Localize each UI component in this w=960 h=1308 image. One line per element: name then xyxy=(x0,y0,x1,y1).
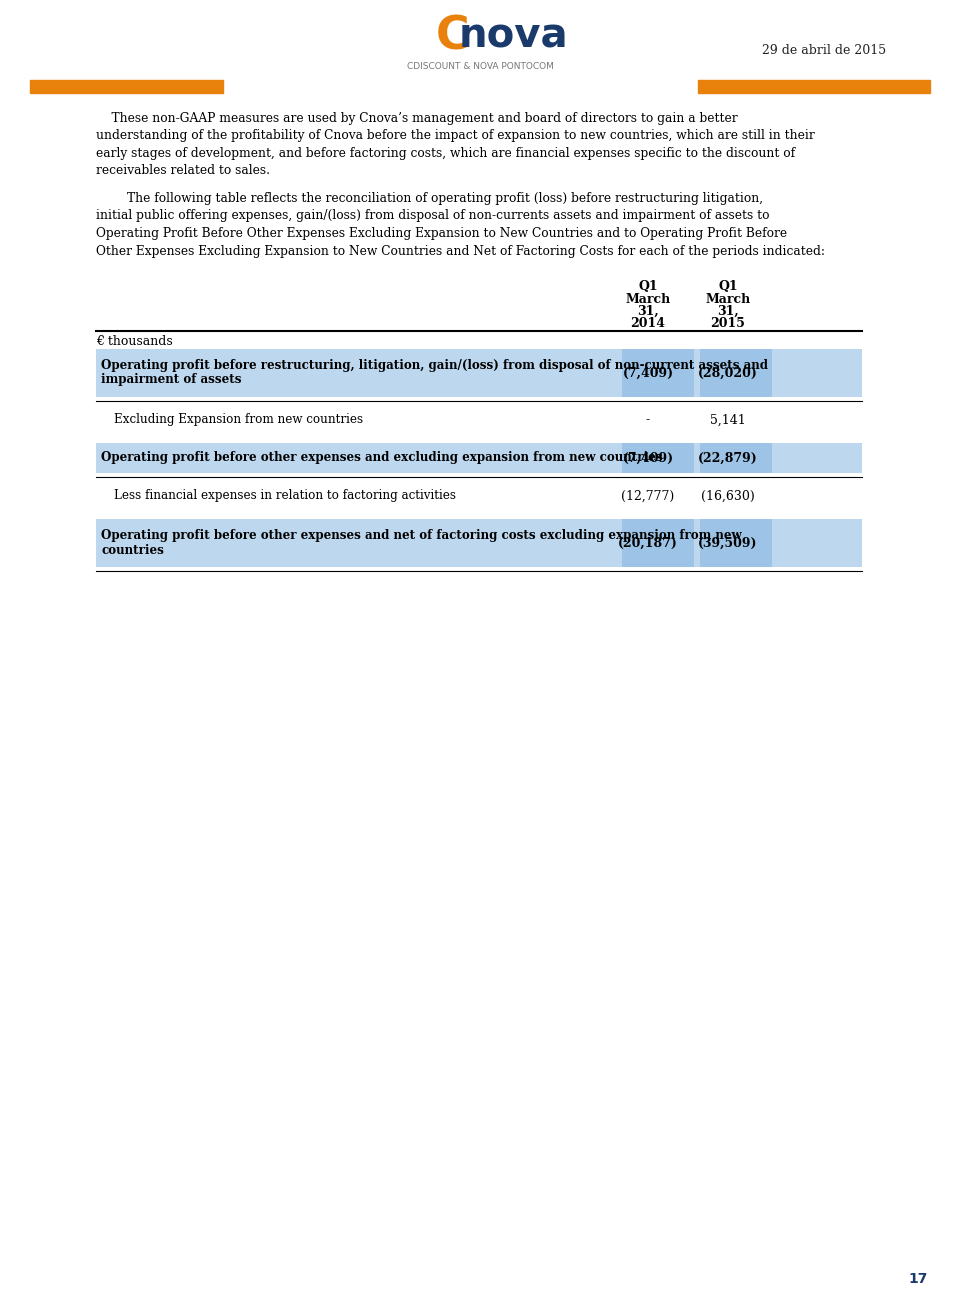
Text: impairment of assets: impairment of assets xyxy=(101,374,242,386)
Text: 29 de abril de 2015: 29 de abril de 2015 xyxy=(762,43,886,56)
Text: (7,409): (7,409) xyxy=(622,366,674,379)
Bar xyxy=(30,80,223,93)
Text: Operating profit before other expenses and net of factoring costs excluding expa: Operating profit before other expenses a… xyxy=(101,530,742,543)
Text: understanding of the profitability of Cnova before the impact of expansion to ne: understanding of the profitability of Cn… xyxy=(96,129,815,143)
Text: early stages of development, and before factoring costs, which are financial exp: early stages of development, and before … xyxy=(96,146,795,160)
Bar xyxy=(698,80,930,93)
Bar xyxy=(96,443,862,473)
Text: (7,409): (7,409) xyxy=(622,451,674,464)
Text: € thousands: € thousands xyxy=(96,335,173,348)
Bar xyxy=(700,519,772,566)
Text: Q1: Q1 xyxy=(638,280,658,293)
Text: C: C xyxy=(436,14,469,59)
Text: Excluding Expansion from new countries: Excluding Expansion from new countries xyxy=(114,413,363,426)
Text: Q1: Q1 xyxy=(718,280,738,293)
Text: 17: 17 xyxy=(908,1271,928,1286)
Text: 5,141: 5,141 xyxy=(710,413,746,426)
Text: 31,: 31, xyxy=(717,305,739,318)
Text: countries: countries xyxy=(101,544,164,556)
Text: (22,879): (22,879) xyxy=(698,451,757,464)
Text: The following table reflects the reconciliation of operating profit (loss) befor: The following table reflects the reconci… xyxy=(96,192,763,205)
Bar xyxy=(622,519,694,566)
Bar xyxy=(622,443,694,473)
Bar xyxy=(700,349,772,398)
Text: nova: nova xyxy=(459,17,568,58)
Text: Operating profit before restructuring, litigation, gain/(loss) from disposal of : Operating profit before restructuring, l… xyxy=(101,360,768,373)
Text: Less financial expenses in relation to factoring activities: Less financial expenses in relation to f… xyxy=(114,489,456,502)
Bar xyxy=(622,349,694,398)
Text: These non-GAAP measures are used by Cnova’s management and board of directors to: These non-GAAP measures are used by Cnov… xyxy=(96,112,737,126)
Bar xyxy=(96,349,862,398)
Text: Other Expenses Excluding Expansion to New Countries and Net of Factoring Costs f: Other Expenses Excluding Expansion to Ne… xyxy=(96,245,825,258)
Text: (39,509): (39,509) xyxy=(698,536,757,549)
Text: 2015: 2015 xyxy=(710,317,745,330)
Bar xyxy=(96,519,862,566)
Text: March: March xyxy=(706,293,751,306)
Text: (28,020): (28,020) xyxy=(698,366,758,379)
Text: 31,: 31, xyxy=(637,305,659,318)
Text: CDISCOUNT & NOVA PONTOCOM: CDISCOUNT & NOVA PONTOCOM xyxy=(407,61,553,71)
Text: receivables related to sales.: receivables related to sales. xyxy=(96,165,270,178)
Text: March: March xyxy=(625,293,671,306)
Text: initial public offering expenses, gain/(loss) from disposal of non-currents asse: initial public offering expenses, gain/(… xyxy=(96,209,770,222)
Text: Operating Profit Before Other Expenses Excluding Expansion to New Countries and : Operating Profit Before Other Expenses E… xyxy=(96,228,787,239)
Text: (20,187): (20,187) xyxy=(618,536,678,549)
Text: Operating profit before other expenses and excluding expansion from new countrie: Operating profit before other expenses a… xyxy=(101,451,662,464)
Text: (12,777): (12,777) xyxy=(621,489,675,502)
Text: -: - xyxy=(646,413,650,426)
Text: 2014: 2014 xyxy=(631,317,665,330)
Text: (16,630): (16,630) xyxy=(701,489,755,502)
Bar xyxy=(700,443,772,473)
